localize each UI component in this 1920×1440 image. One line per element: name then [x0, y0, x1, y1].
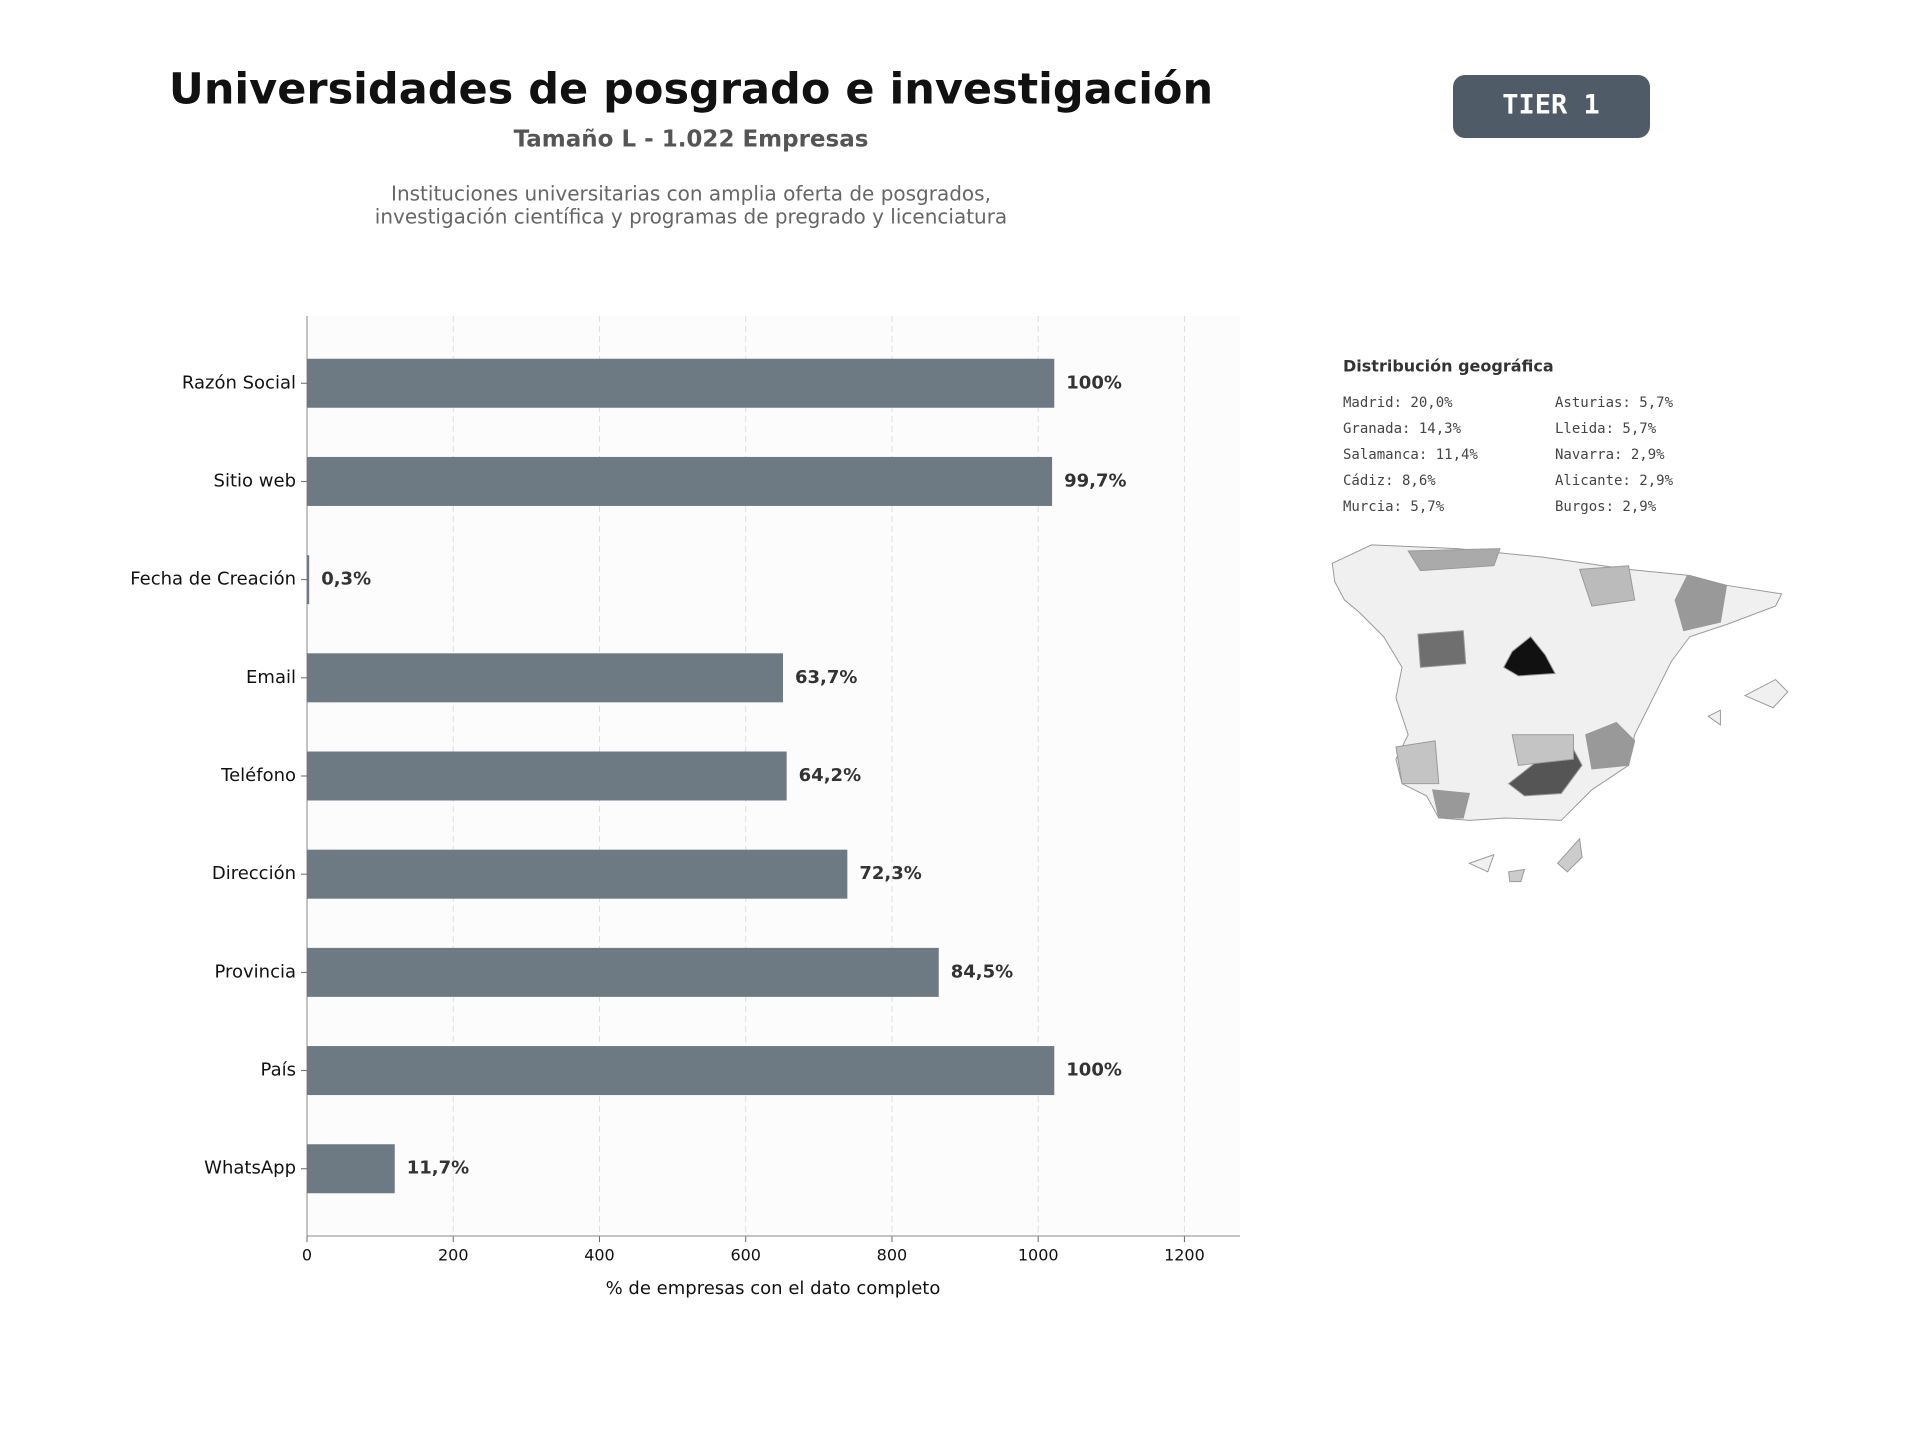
- y-tick-label: Provincia: [214, 961, 296, 982]
- bar: [307, 947, 939, 997]
- geo-item: Alicante: 2,9%: [1555, 473, 1674, 489]
- region: [1417, 630, 1467, 668]
- island: [1556, 837, 1583, 873]
- x-tick-label: 800: [877, 1246, 908, 1265]
- x-tick-label: 0: [302, 1246, 312, 1265]
- value-label: 72,3%: [859, 863, 921, 884]
- x-tick-label: 400: [584, 1246, 615, 1265]
- value-label: 63,7%: [795, 667, 857, 688]
- region: [1585, 721, 1636, 770]
- geo-item: Lleida: 5,7%: [1555, 421, 1657, 437]
- plot: 0 200 400 600 800 1000 1200 Razón Social 100% Sit…: [130, 316, 1240, 1265]
- value-label: 0,3%: [321, 569, 371, 590]
- badge: [1453, 75, 1650, 138]
- region: [1503, 636, 1556, 677]
- geo-item: Navarra: 2,9%: [1555, 447, 1665, 463]
- bar: [307, 751, 787, 801]
- description: Instituciones universitarias con amplia …: [391, 182, 991, 206]
- region: [1674, 574, 1728, 632]
- island: [1468, 853, 1495, 873]
- geo-item: Burgos: 2,9%: [1555, 499, 1657, 515]
- title: Universidades de posgrado e investigació…: [169, 65, 1213, 115]
- y-tick-label: Razón Social: [182, 372, 296, 393]
- x-tick-label: 1200: [1164, 1246, 1205, 1265]
- island: [1743, 678, 1789, 709]
- region: [1578, 565, 1636, 607]
- bar: [307, 849, 848, 899]
- badge-text: TIER 1: [1502, 90, 1600, 121]
- bar: [307, 1144, 395, 1194]
- value-label: 84,5%: [951, 961, 1013, 982]
- description: investigación científica y programas de …: [375, 205, 1007, 229]
- island: [1508, 868, 1526, 883]
- y-tick-label: Teléfono: [220, 765, 296, 786]
- region: [1407, 548, 1501, 572]
- y-tick-label: Email: [246, 667, 296, 688]
- value-label: 99,7%: [1064, 470, 1126, 491]
- geo-item: Salamanca: 11,4%: [1343, 447, 1478, 463]
- y-tick-label: Dirección: [212, 863, 296, 884]
- x-tick-label: 1000: [1018, 1246, 1059, 1265]
- bar: [307, 653, 784, 703]
- geo-item: Asturias: 5,7%: [1555, 395, 1674, 411]
- region: [1511, 734, 1574, 766]
- y-tick-label: Fecha de Creación: [130, 569, 296, 590]
- map-outline: [1331, 544, 1783, 821]
- region: [1395, 740, 1440, 785]
- geo-item: Granada: 14,3%: [1343, 421, 1462, 437]
- geo-item: Cádiz: 8,6%: [1343, 473, 1436, 489]
- bar: [307, 456, 1053, 506]
- bar: [307, 555, 310, 605]
- x-tick-label: 600: [730, 1246, 761, 1265]
- x-axis-label: % de empresas con el dato completo: [606, 1278, 941, 1299]
- value-label: 64,2%: [799, 765, 861, 786]
- y-tick-label: Sitio web: [214, 470, 296, 491]
- region: [1432, 789, 1471, 819]
- geo-item: Murcia: 5,7%: [1343, 499, 1445, 515]
- y-tick-label: WhatsApp: [204, 1158, 296, 1179]
- island: [1707, 709, 1721, 726]
- bar: [307, 358, 1055, 408]
- x-tick-label: 200: [438, 1246, 469, 1265]
- value-label: 11,7%: [407, 1158, 469, 1179]
- geo-item: Madrid: 20,0%: [1343, 395, 1453, 411]
- map: [1331, 544, 1789, 883]
- geo-title: Distribución geográfica: [1343, 357, 1554, 376]
- bar: [307, 1046, 1055, 1096]
- subtitle: Tamaño L - 1.022 Empresas: [514, 127, 869, 153]
- value-label: 100%: [1066, 372, 1122, 393]
- y-tick-label: País: [261, 1060, 296, 1081]
- value-label: 100%: [1066, 1060, 1122, 1081]
